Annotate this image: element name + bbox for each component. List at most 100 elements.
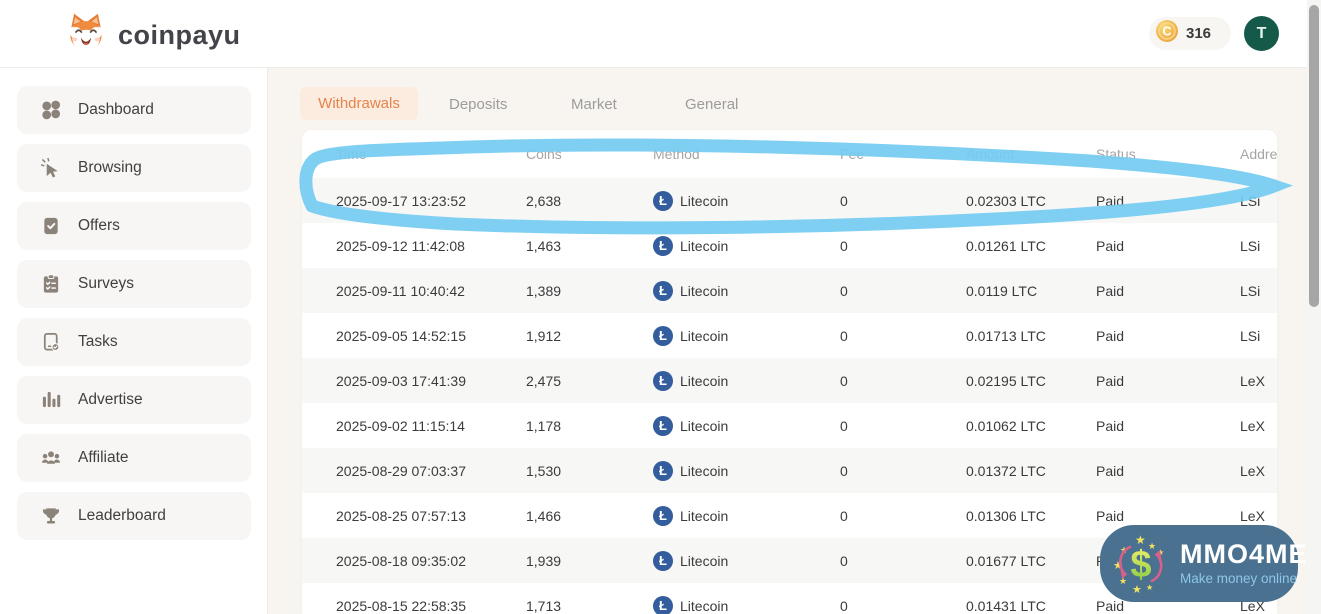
cell-address: LeX bbox=[1240, 462, 1265, 479]
sidebar-item-offers[interactable]: Offers bbox=[17, 202, 251, 250]
sidebar-item-surveys[interactable]: Surveys bbox=[17, 260, 251, 308]
sidebar-item-label: Leaderboard bbox=[78, 507, 166, 524]
cell-fee: 0 bbox=[840, 237, 848, 254]
svg-text:C: C bbox=[1162, 25, 1171, 39]
sidebar-item-affiliate[interactable]: Affiliate bbox=[17, 434, 251, 482]
bar-chart-icon bbox=[41, 390, 61, 410]
method-label: Litecoin bbox=[680, 552, 729, 569]
cell-amount: 0.0119 LTC bbox=[966, 282, 1038, 299]
table-row: 2025-09-12 11:42:08 1,463 Ł Litecoin 0 0… bbox=[302, 223, 1277, 268]
cell-fee: 0 bbox=[840, 192, 848, 209]
cell-time: 2025-09-05 14:52:15 bbox=[336, 327, 466, 344]
cell-amount: 0.01062 LTC bbox=[966, 417, 1046, 434]
cell-coins: 1,939 bbox=[526, 552, 562, 569]
svg-text:★: ★ bbox=[1148, 541, 1156, 551]
coin-balance[interactable]: C 316 bbox=[1149, 17, 1231, 50]
svg-text:$: $ bbox=[1130, 544, 1151, 586]
cell-time: 2025-08-18 09:35:02 bbox=[336, 552, 466, 569]
litecoin-icon: Ł bbox=[653, 325, 673, 346]
cell-time: 2025-09-03 17:41:39 bbox=[336, 372, 466, 389]
cell-fee: 0 bbox=[840, 597, 848, 614]
cell-fee: 0 bbox=[840, 372, 848, 389]
cell-status: Paid bbox=[1096, 327, 1125, 344]
table-header-row: Time Coins Method Fee Amount Status Addr… bbox=[302, 130, 1277, 178]
cell-coins: 1,389 bbox=[526, 282, 562, 299]
cell-coins: 1,466 bbox=[526, 507, 562, 524]
cell-status: Paid bbox=[1096, 597, 1125, 614]
cell-address: LSi bbox=[1240, 282, 1261, 299]
sidebar-item-dashboard[interactable]: Dashboard bbox=[17, 86, 251, 134]
cell-coins: 1,713 bbox=[526, 597, 562, 614]
sidebar-item-advertise[interactable]: Advertise bbox=[17, 376, 251, 424]
col-address: Address bbox=[1240, 146, 1277, 162]
dollar-stars-icon: ★ ★ ★ ★ ★ ★ ★ ★ $ bbox=[1108, 531, 1174, 597]
svg-text:★: ★ bbox=[1146, 583, 1153, 592]
svg-text:★: ★ bbox=[1113, 560, 1123, 572]
tab-deposits[interactable]: Deposits bbox=[449, 96, 508, 113]
sidebar: Dashboard Browsing Offers bbox=[0, 68, 268, 614]
sidebar-item-browsing[interactable]: Browsing bbox=[17, 144, 251, 192]
cell-fee: 0 bbox=[840, 417, 848, 434]
cell-time: 2025-09-12 11:42:08 bbox=[336, 237, 465, 254]
cell-method: Ł Litecoin bbox=[653, 415, 840, 436]
cell-address: LSi bbox=[1240, 237, 1261, 254]
col-method: Method bbox=[653, 146, 700, 162]
litecoin-icon: Ł bbox=[653, 460, 673, 481]
method-label: Litecoin bbox=[680, 192, 729, 209]
cell-time: 2025-09-17 13:23:52 bbox=[336, 192, 466, 209]
method-label: Litecoin bbox=[680, 282, 729, 299]
method-label: Litecoin bbox=[680, 507, 729, 524]
cell-method: Ł Litecoin bbox=[653, 550, 840, 571]
offers-icon bbox=[41, 216, 61, 236]
sidebar-item-label: Tasks bbox=[78, 333, 118, 350]
table-row: 2025-09-05 14:52:15 1,912 Ł Litecoin 0 0… bbox=[302, 313, 1277, 358]
coin-balance-value: 316 bbox=[1186, 25, 1212, 42]
method-label: Litecoin bbox=[680, 597, 729, 614]
cell-address: LeX bbox=[1240, 417, 1265, 434]
method-label: Litecoin bbox=[680, 417, 729, 434]
cell-address: LSi bbox=[1240, 327, 1261, 344]
litecoin-icon: Ł bbox=[653, 280, 673, 301]
table-row: 2025-08-25 07:57:13 1,466 Ł Litecoin 0 0… bbox=[302, 493, 1277, 538]
svg-text:★: ★ bbox=[1157, 548, 1164, 557]
sidebar-item-tasks[interactable]: Tasks bbox=[17, 318, 251, 366]
cell-address: LeX bbox=[1240, 507, 1265, 524]
table-row: 2025-09-03 17:41:39 2,475 Ł Litecoin 0 0… bbox=[302, 358, 1277, 403]
brand-logo[interactable]: coinpayu bbox=[64, 11, 241, 60]
dashboard-icon bbox=[41, 100, 61, 120]
svg-text:★: ★ bbox=[1135, 533, 1146, 547]
litecoin-icon: Ł bbox=[653, 415, 673, 436]
cursor-icon bbox=[41, 158, 61, 178]
cell-amount: 0.01261 LTC bbox=[966, 237, 1046, 254]
cell-fee: 0 bbox=[840, 462, 848, 479]
sidebar-item-leaderboard[interactable]: Leaderboard bbox=[17, 492, 251, 540]
user-avatar[interactable]: T bbox=[1244, 16, 1279, 51]
watermark-title: MMO4ME bbox=[1180, 539, 1308, 569]
cell-coins: 2,638 bbox=[526, 192, 562, 209]
tab-market[interactable]: Market bbox=[571, 96, 617, 113]
tab-general[interactable]: General bbox=[685, 96, 739, 113]
tab-withdrawals[interactable]: Withdrawals bbox=[300, 87, 418, 120]
cell-status: Paid bbox=[1096, 372, 1125, 389]
cell-method: Ł Litecoin bbox=[653, 325, 840, 346]
cell-fee: 0 bbox=[840, 552, 848, 569]
page-scrollbar-track bbox=[1307, 0, 1321, 614]
cell-coins: 2,475 bbox=[526, 372, 562, 389]
litecoin-icon: Ł bbox=[653, 190, 673, 211]
cell-time: 2025-09-02 11:15:14 bbox=[336, 417, 465, 434]
cell-status: Paid bbox=[1096, 192, 1125, 209]
page-scrollbar-thumb[interactable] bbox=[1309, 5, 1319, 307]
cell-coins: 1,178 bbox=[526, 417, 562, 434]
cell-status: Paid bbox=[1096, 237, 1125, 254]
cell-time: 2025-09-11 10:40:42 bbox=[336, 282, 465, 299]
method-label: Litecoin bbox=[680, 237, 729, 254]
cell-method: Ł Litecoin bbox=[653, 595, 840, 614]
cell-method: Ł Litecoin bbox=[653, 505, 840, 526]
cell-method: Ł Litecoin bbox=[653, 460, 840, 481]
col-status: Status bbox=[1096, 146, 1136, 162]
cell-address: LSi bbox=[1240, 192, 1261, 209]
people-icon bbox=[41, 448, 61, 468]
col-amount: Amount bbox=[966, 146, 1015, 162]
watermark-subtitle: Make money online bbox=[1180, 571, 1298, 586]
sidebar-item-label: Advertise bbox=[78, 391, 143, 408]
